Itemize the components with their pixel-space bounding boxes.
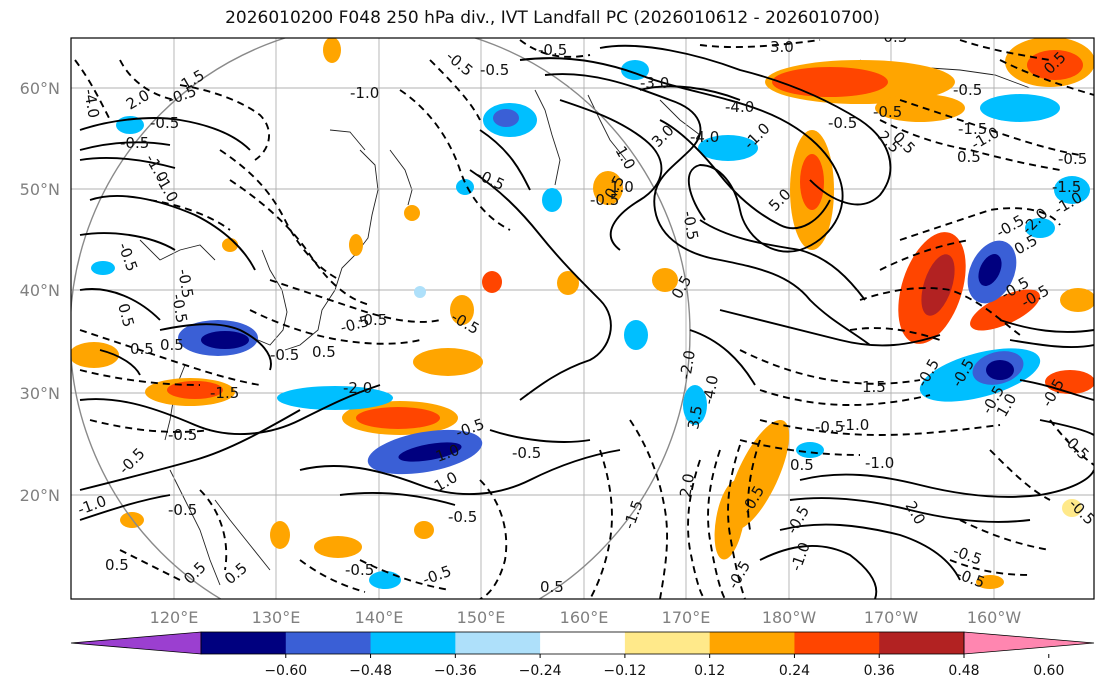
colorbar-tick-label: −0.24 <box>519 663 562 679</box>
svg-text:-2.0: -2.0 <box>343 379 372 397</box>
svg-text:-0.5: -0.5 <box>512 444 541 462</box>
svg-text:-0.5: -0.5 <box>174 268 197 300</box>
negative-contours <box>74 39 1094 599</box>
colorbar-segment <box>540 632 626 654</box>
colorbar-segment <box>370 632 456 654</box>
svg-text:-4.0: -4.0 <box>699 374 722 406</box>
colorbar-segment <box>455 632 541 654</box>
svg-text:-4.0: -4.0 <box>725 98 754 116</box>
lat-label: 40°N <box>20 281 60 300</box>
lon-label: 150°E <box>457 608 506 627</box>
colorbar-extend-max <box>963 631 1095 655</box>
lat-label: 20°N <box>20 486 60 505</box>
colorbar-segment <box>201 632 287 654</box>
svg-text:0.5: 0.5 <box>312 343 336 361</box>
svg-text:1.0: 1.0 <box>610 178 634 196</box>
svg-text:-0.5: -0.5 <box>345 561 374 579</box>
colorbar-tick-label: −0.60 <box>264 663 307 679</box>
lat-label: 50°N <box>20 180 60 199</box>
colorbar-segment <box>879 632 965 654</box>
lon-label: 180°W <box>762 608 817 627</box>
lon-label: 130°E <box>252 608 301 627</box>
colorbar-tick-label: −0.12 <box>603 663 646 679</box>
svg-text:-0.5: -0.5 <box>878 28 907 46</box>
longitude-labels: 120°E 130°E 140°E 150°E 160°E 170°E 180°… <box>150 608 1022 627</box>
svg-text:-2.0: -2.0 <box>676 349 699 381</box>
colorbar: −0.60 −0.48 −0.36 −0.24 −0.12 0.12 0.24 0.36 0.4… <box>70 631 1095 679</box>
colorbar-segment <box>285 632 372 654</box>
svg-text:0.5: 0.5 <box>105 556 129 574</box>
colorbar-tick-label: 0.12 <box>694 663 725 679</box>
lat-label: 60°N <box>20 79 60 98</box>
lon-label: 170°E <box>662 608 711 627</box>
svg-text:-4.0: -4.0 <box>80 88 103 120</box>
svg-text:-1.0: -1.0 <box>840 416 869 434</box>
svg-text:-0.5: -0.5 <box>168 501 197 519</box>
svg-text:-1.5: -1.5 <box>210 384 239 402</box>
svg-text:-0.5: -0.5 <box>150 114 179 132</box>
svg-text:-0.5: -0.5 <box>168 426 197 444</box>
svg-text:-1.0: -1.0 <box>865 454 894 472</box>
colorbar-segment <box>794 632 880 654</box>
svg-text:-1.0: -1.0 <box>350 84 379 102</box>
svg-text:0.5: 0.5 <box>957 148 981 166</box>
svg-text:-0.5: -0.5 <box>358 311 387 329</box>
svg-text:3.5: 3.5 <box>684 404 706 431</box>
svg-text:3.0: 3.0 <box>770 38 794 56</box>
svg-text:2.0: 2.0 <box>676 472 698 499</box>
projection-circle <box>71 38 691 599</box>
svg-text:-1.5: -1.5 <box>958 120 987 138</box>
colorbar-tick-label: −0.48 <box>349 663 392 679</box>
svg-text:-0.5: -0.5 <box>679 210 702 242</box>
plot-frame <box>70 37 1095 600</box>
divergence-shading <box>71 38 1094 589</box>
colorbar-frame <box>200 631 965 655</box>
lat-label: 30°N <box>20 384 60 403</box>
colorbar-tick-label: 0.48 <box>948 663 979 679</box>
svg-text:1.5: 1.5 <box>862 378 886 396</box>
svg-text:-0.5: -0.5 <box>953 81 982 99</box>
coastlines <box>139 59 1031 586</box>
svg-text:-0.5: -0.5 <box>168 293 191 325</box>
svg-text:0.5: 0.5 <box>540 578 564 596</box>
map-title: 2026010200 F048 250 hPa div., IVT Landfa… <box>225 8 880 28</box>
svg-text:0.5: 0.5 <box>114 301 138 329</box>
svg-text:-0.5: -0.5 <box>270 346 299 364</box>
map-plot-area: -4.0 -0.5 -0.5 -0.5 3.0 -0.5 2.0 -1.0 -0… <box>71 28 1094 599</box>
svg-text:-0.5: -0.5 <box>815 418 844 436</box>
colorbar-segment <box>624 632 711 654</box>
colorbar-tick-label: 0.60 <box>1033 663 1064 679</box>
svg-text:-0.5: -0.5 <box>590 191 619 209</box>
svg-text:-0.5: -0.5 <box>538 41 567 59</box>
svg-text:-0.5: -0.5 <box>448 508 477 526</box>
svg-text:0.5: 0.5 <box>160 336 184 354</box>
positive-contours <box>79 44 1094 599</box>
svg-text:-0.5: -0.5 <box>480 61 509 79</box>
svg-text:-0.5: -0.5 <box>828 114 857 132</box>
lon-label: 170°W <box>864 608 919 627</box>
lon-label: 140°E <box>355 608 404 627</box>
lon-label: 160°W <box>967 608 1022 627</box>
colorbar-tick-label: −0.36 <box>434 663 477 679</box>
svg-text:0.5: 0.5 <box>790 456 814 474</box>
svg-text:-1.5: -1.5 <box>1052 178 1081 196</box>
colorbar-tick-label: 0.36 <box>864 663 895 679</box>
svg-text:-0.5: -0.5 <box>120 134 149 152</box>
svg-text:-0.5: -0.5 <box>873 103 902 121</box>
latitude-labels: 60°N 50°N 40°N 30°N 20°N <box>20 79 60 505</box>
colorbar-extend-min <box>70 631 202 655</box>
colorbar-segment <box>709 632 795 654</box>
svg-text:-3.0: -3.0 <box>640 74 669 92</box>
lon-label: 160°E <box>560 608 609 627</box>
lon-label: 120°E <box>150 608 199 627</box>
svg-text:-4.0: -4.0 <box>690 128 719 146</box>
colorbar-tick-label: 0.24 <box>779 663 810 679</box>
svg-text:-0.5: -0.5 <box>1058 150 1087 168</box>
svg-text:0.5: 0.5 <box>130 340 154 358</box>
